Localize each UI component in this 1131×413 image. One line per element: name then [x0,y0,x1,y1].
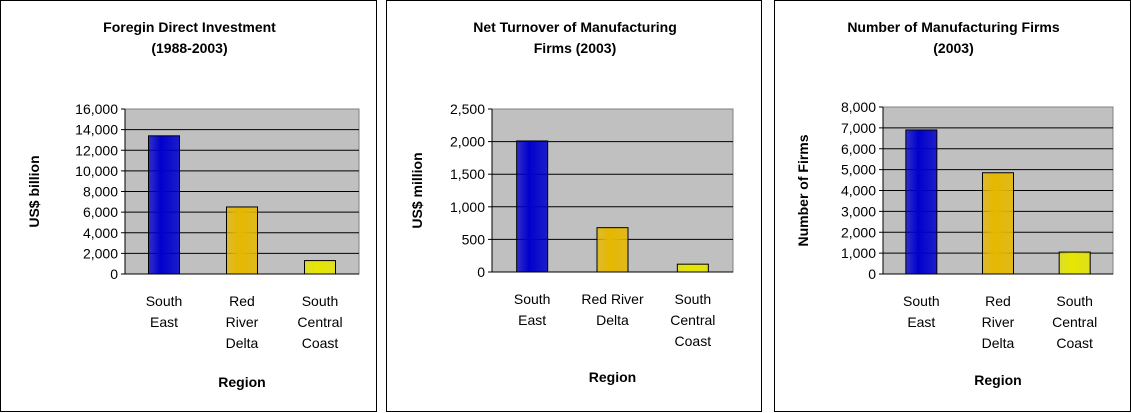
y-tick-label: 4,000 [83,225,118,241]
y-tick-label: 6,000 [83,204,118,220]
x-category-label: Coast [1056,335,1093,351]
chart-title: (2003) [933,40,973,56]
y-tick-label: 10,000 [75,163,118,179]
x-axis-title: Region [974,372,1021,388]
bar [905,129,938,275]
chart-panel-firm-count: Number of Manufacturing Firms (2003) 0 1,00… [774,0,1131,412]
y-tick-label: 5,000 [841,162,876,178]
bar [226,206,258,275]
x-category-label: South [302,293,339,309]
chart-title: Firms (2003) [534,40,616,56]
x-category-label: South [903,293,940,309]
x-category-label: River [226,314,259,330]
x-category-label: Delta [226,335,259,351]
x-category-label: South [146,293,183,309]
y-tick-label: 12,000 [75,142,118,158]
x-category-label: Central [1052,314,1097,330]
y-axis-title: US$ million [409,152,425,228]
x-category-label: Delta [596,312,629,328]
chart-panel-fdi: Foregin Direct Investment (1988-2003) 0 2,0… [0,0,377,412]
y-tick-label: 2,000 [450,134,485,150]
x-category-label: Central [670,312,715,328]
x-category-label: Red River [581,291,644,307]
y-tick-label: 2,000 [83,245,118,261]
x-category-label: River [982,314,1015,330]
x-category-label: South [1056,293,1093,309]
x-category-label: Red [985,293,1011,309]
chart-title: (1988-2003) [151,40,227,56]
chart-title: Net Turnover of Manufacturing [473,19,677,35]
y-axis-title: Number of Firms [795,134,811,246]
x-category-label: Coast [302,335,339,351]
y-tick-label: 8,000 [83,184,118,200]
y-tick-label: 2,500 [450,101,485,117]
bar [676,263,709,273]
y-tick-label: 500 [462,231,486,247]
bar [596,227,629,273]
chart-panel-net-turnover: Net Turnover of Manufacturing Firms (2003… [386,0,762,412]
x-category-label: Coast [675,333,712,349]
bar-chart: Foregin Direct Investment (1988-2003) 0 2,0… [26,19,360,390]
y-axis-title: US$ billion [26,155,42,227]
bar-chart: Net Turnover of Manufacturing Firms (2003… [409,19,734,385]
y-tick-label: 14,000 [75,122,118,138]
y-tick-label: 3,000 [841,203,876,219]
chart-title: Number of Manufacturing Firms [847,19,1060,35]
x-axis-title: Region [589,369,636,385]
x-category-label: Red [229,293,255,309]
bar [304,260,336,275]
x-axis-title: Region [218,374,265,390]
y-tick-label: 4,000 [841,183,876,199]
x-category-label: Central [297,314,342,330]
bar [1058,251,1091,275]
bar [982,172,1014,275]
y-tick-label: 8,000 [841,99,876,115]
bar [516,140,549,273]
x-category-label: East [518,312,546,328]
y-tick-label: 2,000 [841,224,876,240]
y-tick-label: 1,500 [450,166,485,182]
x-category-label: South [675,291,712,307]
y-tick-label: 6,000 [841,141,876,157]
y-tick-label: 1,000 [841,245,876,261]
y-tick-label: 0 [868,266,876,282]
y-tick-label: 16,000 [75,101,118,117]
y-tick-label: 7,000 [841,120,876,136]
y-tick-label: 1,000 [450,199,485,215]
bar [148,135,180,275]
y-tick-label: 0 [477,264,485,280]
x-category-label: Delta [982,335,1015,351]
y-tick-label: 0 [110,266,118,282]
chart-title: Foregin Direct Investment [103,19,276,35]
bar-chart: Number of Manufacturing Firms (2003) 0 1,00… [795,19,1114,388]
x-category-label: East [150,314,178,330]
x-category-label: East [907,314,935,330]
x-category-label: South [514,291,551,307]
